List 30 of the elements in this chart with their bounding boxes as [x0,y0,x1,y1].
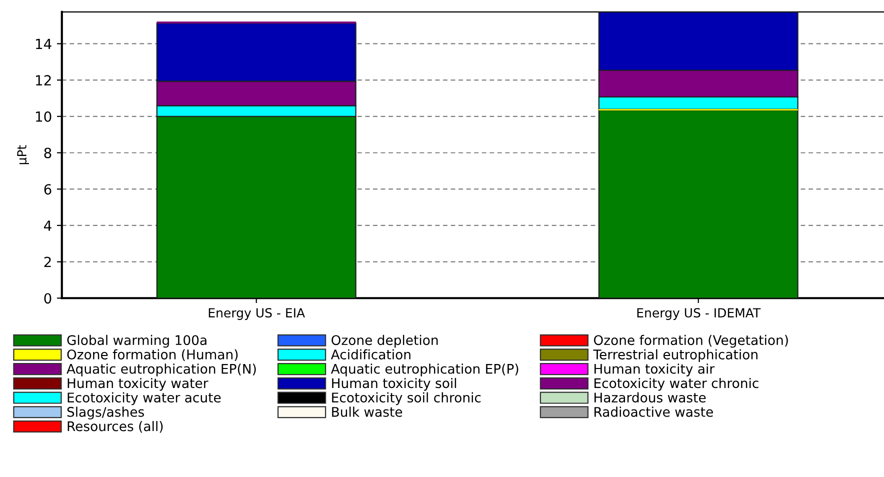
legend-label: Resources (all) [68,421,163,433]
legend-label: Slags/ashes [67,406,144,420]
x-tick-label: Energy US - EIA [208,308,305,320]
legend-label: Human toxicity water [68,378,208,391]
legend-label: Ozone depletion [332,334,438,348]
y-tick-label: 4 [44,220,52,231]
legend-label: Bulk waste [332,406,402,417]
legend-label: Radioactive waste [594,406,713,417]
legend-label: Human toxicity soil [332,378,456,391]
legend-label: Human toxicity air [594,364,715,376]
legend-label: Terrestrial eutrophication [593,349,758,362]
legend-label: Ozone formation (Human) [67,349,238,362]
y-tick-label: 0 [44,293,52,304]
legend-label: Ecotoxicity soil chronic [332,392,481,406]
y-axis-title: µPt [17,145,29,164]
legend-label: Ozone formation (Vegetation) [594,334,788,348]
legend-label: Acidification [330,349,410,360]
legend-label: Hazardous waste [594,392,706,403]
y-tick-label: 10 [36,111,52,122]
y-tick-label: 6 [44,184,52,195]
y-tick-label: 2 [44,256,51,268]
y-tick-label: 14 [36,38,52,49]
legend-label: Global warming 100a [67,334,206,348]
legend-label: Ecotoxicity water chronic [594,378,758,391]
x-tick-label: Energy US - IDEMAT [637,308,761,320]
legend-label: Ecotoxicity water acute [68,392,221,406]
legend-label: Aquatic eutrophication EP(N) [66,364,256,376]
legend-label: Aquatic eutrophication EP(P) [330,364,518,376]
y-tick-label: 12 [36,75,51,86]
y-tick-label: 8 [44,148,52,158]
